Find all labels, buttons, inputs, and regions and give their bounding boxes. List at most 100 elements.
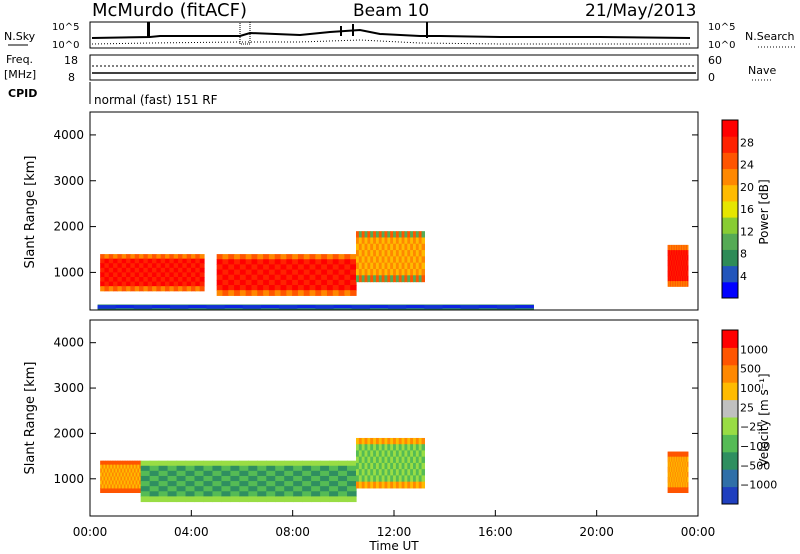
echo-cell [149, 481, 160, 487]
echo-cell [677, 265, 680, 272]
echo-cell [675, 482, 677, 488]
echo-cell [684, 451, 686, 458]
echo-cell [407, 275, 411, 283]
echo-cell [118, 480, 121, 486]
echo-cell [393, 256, 397, 264]
echo-cell [415, 462, 420, 470]
echo-cell [381, 275, 386, 283]
echo-cell [293, 460, 303, 467]
echo-cell [378, 437, 383, 445]
echo-cell [367, 268, 371, 276]
echo-cell [381, 469, 386, 476]
echo-cell [121, 286, 127, 292]
echo-cell [338, 254, 345, 260]
echo-cell [120, 480, 123, 486]
echo-cell [685, 281, 687, 287]
echo-cell [286, 274, 293, 281]
echo-cell [413, 256, 417, 264]
echo-cell [228, 259, 235, 265]
echo-cell [350, 285, 357, 291]
echo-cell [332, 274, 340, 281]
echo-cell [683, 250, 686, 256]
echo-cell [384, 475, 388, 483]
echo-cell [268, 279, 276, 286]
echo-cell [684, 482, 686, 488]
echo-cell [293, 491, 303, 497]
echo-cell [350, 259, 357, 265]
echo-cell [104, 263, 110, 269]
echo-cell [139, 281, 145, 287]
echo-cell [685, 265, 687, 272]
echo-cell [421, 268, 425, 276]
echo-cell [678, 270, 681, 277]
echo-cell [378, 456, 383, 464]
echo-cell [326, 290, 334, 296]
echo-cell [108, 460, 111, 466]
echo-cell [381, 231, 386, 239]
echo-cell [672, 461, 675, 468]
echo-cell [393, 475, 397, 483]
echo-cell [415, 250, 420, 257]
echo-cell [125, 476, 128, 482]
echo-cell [100, 488, 103, 494]
echo-cell [130, 480, 133, 486]
echo-cell [364, 481, 368, 489]
xtick-label: 00:00 [73, 525, 108, 539]
echo-cell [413, 462, 417, 470]
echo-cell [311, 465, 321, 472]
echo-cell [393, 456, 397, 464]
echo-cell [367, 275, 371, 283]
echo-cell [266, 496, 276, 503]
echo-cell [681, 260, 683, 267]
echo-cell [133, 476, 137, 482]
echo-cell [681, 255, 684, 261]
echo-cell [134, 258, 140, 264]
echo-cell [321, 279, 328, 286]
echo-cell [398, 462, 403, 470]
echo-cell [309, 269, 316, 276]
ytick-label: 4000 [53, 128, 84, 142]
echo-cell [117, 472, 120, 478]
echo-cell [143, 286, 149, 292]
echo-cell [676, 461, 678, 468]
echo-cell [676, 477, 678, 483]
echo-cell [373, 481, 377, 489]
echo-cell [303, 285, 311, 291]
echo-cell [681, 461, 683, 468]
echo-cell [176, 481, 187, 487]
echo-cell [687, 270, 689, 277]
echo-cell [108, 476, 111, 482]
echo-cell [128, 480, 132, 486]
echo-cell [676, 275, 678, 282]
echo-cell [149, 465, 160, 472]
echo-cell [370, 444, 374, 452]
echo-cell [364, 243, 368, 251]
echo-cell [297, 254, 305, 260]
echo-cell [395, 231, 400, 239]
echo-cell [212, 486, 223, 492]
echo-cell [684, 244, 686, 251]
echo-cell [683, 482, 686, 488]
echo-cell [401, 256, 406, 264]
echo-cell [680, 265, 682, 272]
echo-cell [103, 464, 106, 470]
echo-cell [356, 275, 360, 283]
echo-cell [118, 488, 121, 494]
echo-cell [286, 254, 293, 260]
echo-cell [257, 264, 264, 271]
echo-cell [332, 264, 340, 271]
echo-cell [404, 462, 408, 470]
echo-cell [378, 250, 383, 257]
echo-cell [309, 264, 316, 271]
echo-cell [117, 460, 120, 466]
echo-cell [680, 275, 682, 282]
echo-cell [685, 456, 687, 463]
echo-cell [117, 254, 123, 260]
echo-cell [117, 484, 120, 490]
echo-cell [320, 481, 330, 487]
echo-cell [103, 480, 106, 486]
echo-cell [418, 462, 423, 470]
echo-cell [669, 482, 671, 488]
echo-cell [293, 486, 303, 492]
